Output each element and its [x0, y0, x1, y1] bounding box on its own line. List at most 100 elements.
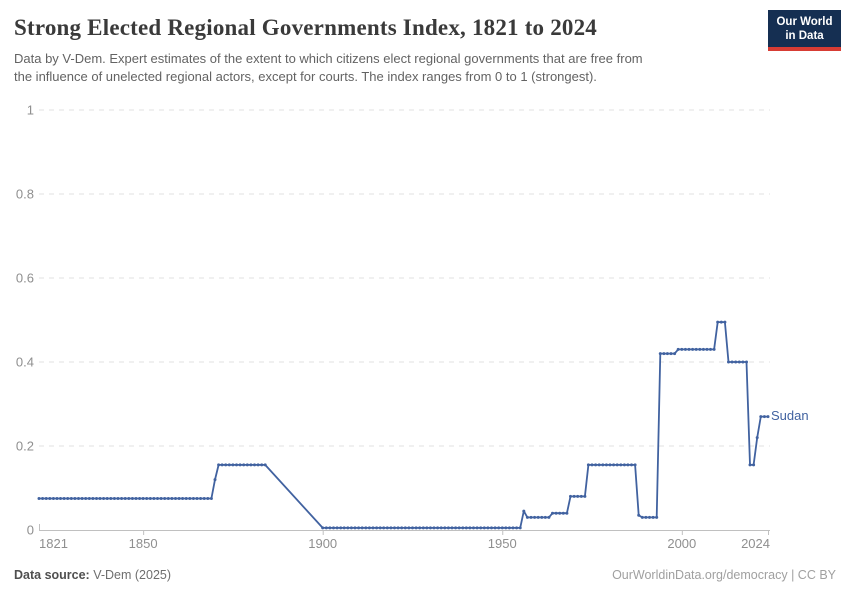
data-point-marker[interactable] [755, 436, 759, 440]
data-point-marker[interactable] [62, 497, 66, 500]
data-point-marker[interactable] [152, 497, 156, 500]
data-point-marker[interactable] [626, 463, 630, 467]
data-point-marker[interactable] [220, 463, 224, 467]
data-point-marker[interactable] [414, 526, 418, 530]
data-point-marker[interactable] [572, 494, 576, 498]
data-point-marker[interactable] [482, 526, 486, 530]
data-point-marker[interactable] [561, 511, 565, 515]
data-point-marker[interactable] [156, 497, 159, 500]
data-point-marker[interactable] [382, 526, 386, 530]
data-point-marker[interactable] [181, 497, 185, 500]
data-point-marker[interactable] [583, 494, 587, 498]
data-point-marker[interactable] [436, 526, 440, 530]
data-point-marker[interactable] [148, 497, 152, 500]
data-point-marker[interactable] [385, 526, 389, 530]
data-point-marker[interactable] [41, 497, 45, 500]
data-point-marker[interactable] [604, 463, 608, 467]
data-point-marker[interactable] [375, 526, 379, 530]
data-point-marker[interactable] [439, 526, 443, 530]
data-point-marker[interactable] [551, 511, 554, 515]
data-point-marker[interactable] [84, 497, 88, 500]
data-point-marker[interactable] [407, 526, 411, 530]
data-point-marker[interactable] [493, 526, 497, 530]
data-point-marker[interactable] [687, 347, 691, 351]
data-point-marker[interactable] [371, 526, 375, 530]
data-point-marker[interactable] [515, 526, 519, 530]
data-point-marker[interactable] [191, 497, 195, 500]
data-point-marker[interactable] [698, 347, 702, 351]
data-point-marker[interactable] [134, 497, 138, 500]
data-point-marker[interactable] [209, 497, 213, 500]
data-point-marker[interactable] [364, 526, 368, 530]
data-point-marker[interactable] [242, 463, 246, 467]
data-point-marker[interactable] [486, 526, 490, 530]
data-point-marker[interactable] [662, 352, 666, 356]
data-point-marker[interactable] [637, 513, 641, 517]
data-point-marker[interactable] [138, 497, 142, 500]
data-point-marker[interactable] [195, 497, 199, 500]
data-point-marker[interactable] [378, 526, 382, 530]
data-point-marker[interactable] [676, 347, 680, 351]
data-point-marker[interactable] [403, 526, 407, 530]
data-point-marker[interactable] [759, 415, 763, 419]
data-point-marker[interactable] [554, 511, 558, 515]
data-point-marker[interactable] [48, 497, 52, 500]
data-point-marker[interactable] [260, 463, 264, 467]
data-point-marker[interactable] [130, 497, 134, 500]
data-point-marker[interactable] [339, 526, 343, 530]
data-point-marker[interactable] [683, 347, 687, 351]
data-point-marker[interactable] [166, 497, 170, 500]
data-point-marker[interactable] [202, 497, 206, 500]
data-point-marker[interactable] [324, 526, 328, 530]
data-point-marker[interactable] [105, 497, 109, 500]
data-point-marker[interactable] [630, 463, 633, 467]
data-point-marker[interactable] [73, 497, 77, 500]
data-point-marker[interactable] [475, 526, 479, 530]
data-point-marker[interactable] [177, 497, 181, 500]
data-point-marker[interactable] [335, 526, 339, 530]
data-point-marker[interactable] [396, 526, 400, 530]
data-point-marker[interactable] [615, 463, 619, 467]
data-point-marker[interactable] [651, 515, 655, 519]
data-point-marker[interactable] [127, 497, 131, 500]
data-point-marker[interactable] [461, 526, 465, 530]
data-point-marker[interactable] [619, 463, 623, 467]
owid-logo[interactable]: Our World in Data [768, 10, 841, 51]
data-point-marker[interactable] [245, 463, 249, 467]
data-point-marker[interactable] [644, 515, 648, 519]
data-point-marker[interactable] [69, 497, 73, 500]
data-point-marker[interactable] [691, 347, 695, 351]
data-point-marker[interactable] [586, 463, 590, 467]
data-point-marker[interactable] [188, 497, 192, 500]
data-point-marker[interactable] [428, 526, 432, 530]
data-point-marker[interactable] [432, 526, 436, 530]
data-point-marker[interactable] [748, 463, 752, 467]
data-point-marker[interactable] [741, 360, 745, 364]
data-point-marker[interactable] [543, 515, 547, 519]
data-point-marker[interactable] [705, 347, 709, 351]
data-point-marker[interactable] [66, 497, 70, 500]
data-point-marker[interactable] [479, 526, 483, 530]
data-point-marker[interactable] [109, 497, 113, 500]
data-point-marker[interactable] [159, 497, 163, 500]
data-point-marker[interactable] [77, 497, 80, 500]
data-point-marker[interactable] [263, 463, 267, 467]
data-point-marker[interactable] [608, 463, 612, 467]
data-point-marker[interactable] [353, 526, 357, 530]
data-point-marker[interactable] [98, 497, 102, 500]
data-point-marker[interactable] [500, 526, 504, 530]
data-point-marker[interactable] [730, 360, 734, 364]
data-point-marker[interactable] [238, 463, 242, 467]
data-point-marker[interactable] [640, 515, 644, 519]
data-point-marker[interactable] [472, 526, 475, 530]
data-point-marker[interactable] [418, 526, 422, 530]
data-point-marker[interactable] [712, 347, 716, 351]
data-point-marker[interactable] [145, 497, 149, 500]
data-point-marker[interactable] [464, 526, 468, 530]
data-point-marker[interactable] [421, 526, 425, 530]
data-point-marker[interactable] [497, 526, 501, 530]
data-point-marker[interactable] [522, 509, 526, 513]
data-point-marker[interactable] [536, 515, 540, 519]
data-point-marker[interactable] [425, 526, 429, 530]
data-point-marker[interactable] [511, 526, 515, 530]
